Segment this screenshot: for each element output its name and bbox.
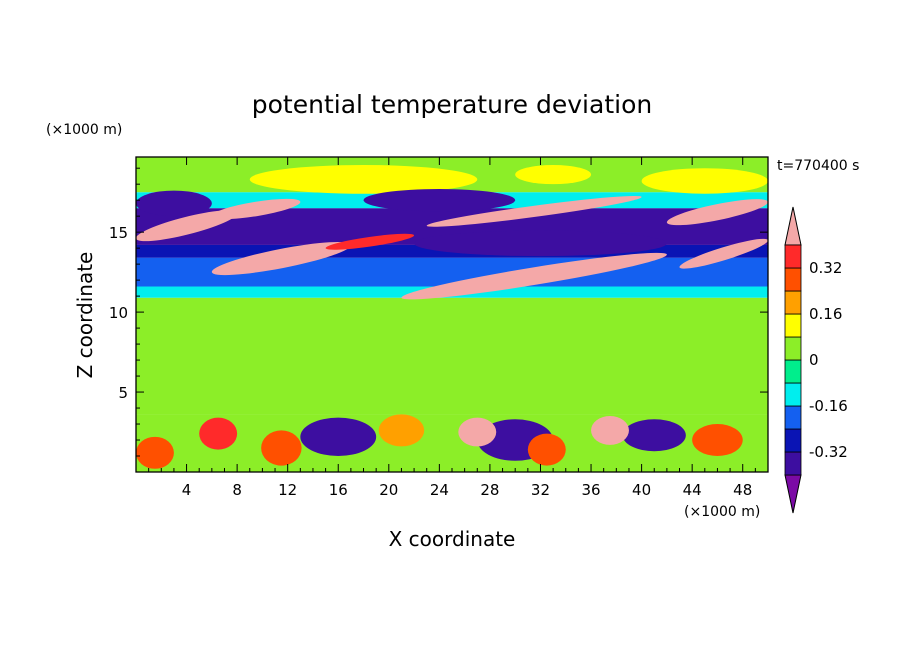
contour-band-1 (136, 297, 768, 415)
contour-streak-14 (325, 233, 415, 250)
colorbar-tick-label-3: -0.16 (809, 397, 848, 415)
colorbar-box-2 (784, 405, 802, 430)
x-axis-label: X coordinate (389, 527, 516, 551)
x-tick-label-2: 12 (278, 481, 297, 499)
colorbar-box-4 (784, 359, 802, 384)
x-unit-label: (×1000 m) (684, 504, 760, 520)
colorbar-box-7 (784, 290, 802, 315)
contour-streak-15 (426, 195, 642, 227)
contour-blob-21 (136, 190, 212, 217)
chart-title: potential temperature deviation (252, 90, 652, 119)
contour-blob-19 (363, 188, 516, 212)
contour-blob-27 (199, 417, 238, 450)
contour-streak-11 (136, 210, 238, 242)
y-unit-label: (×1000 m) (46, 122, 122, 138)
contour-blob-31 (378, 414, 425, 447)
contour-blob-32 (136, 436, 174, 469)
contour-streak-12 (211, 198, 301, 220)
colorbar-box-5 (784, 336, 802, 361)
colorbar-box-0 (784, 451, 802, 476)
contour-blob-10 (641, 168, 768, 194)
contour-streak-13 (211, 242, 351, 276)
colorbar-arrow-bottom (784, 474, 802, 514)
colorbar: 0.32 0.16 0 -0.16 -0.32 (784, 206, 848, 514)
contour-blob-29 (527, 433, 566, 466)
colorbar-tick-label-4: -0.32 (809, 443, 848, 461)
x-tick-label-1: 8 (232, 481, 242, 499)
colorbar-arrow-top (784, 206, 802, 246)
colorbar-box-1 (784, 428, 802, 453)
colorbar-tick-label-2: 0 (809, 351, 819, 369)
x-tick-label-3: 16 (329, 481, 348, 499)
contour-blob-30 (692, 424, 743, 457)
contour-blob-26 (458, 417, 497, 447)
x-tick-label-0: 4 (182, 481, 192, 499)
contour-blob-20 (414, 230, 667, 257)
y-tick-label-2: 15 (109, 224, 128, 242)
colorbar-tick-label-1: 0.16 (809, 305, 842, 323)
x-tick-label-5: 24 (430, 481, 449, 499)
colorbar-box-3 (784, 382, 802, 407)
x-axis: 4 8 12 16 20 24 28 32 36 40 44 48 (148, 157, 756, 499)
y-axis: 5 10 15 (109, 167, 768, 457)
x-tick-label-4: 20 (379, 481, 398, 499)
colorbar-box-9 (784, 244, 802, 269)
x-tick-label-9: 40 (632, 481, 651, 499)
contour-blob-24 (622, 419, 686, 452)
contour-blob-25 (591, 416, 629, 445)
contour-field (136, 157, 768, 472)
contour-blob-22 (300, 417, 377, 457)
contour-streak-17 (666, 199, 768, 226)
contour-blob-28 (261, 430, 302, 466)
contour-streak-16 (401, 252, 667, 300)
x-tick-label-10: 44 (683, 481, 702, 499)
y-axis-label: Z coordinate (73, 252, 97, 379)
contour-streak-18 (679, 238, 768, 269)
x-tick-label-6: 28 (480, 481, 499, 499)
x-tick-label-11: 48 (733, 481, 752, 499)
time-label: t=770400 s (777, 158, 859, 174)
y-tick-label-0: 5 (118, 384, 128, 402)
contour-blob-9 (515, 164, 592, 185)
colorbar-box-8 (784, 267, 802, 292)
x-tick-label-7: 32 (531, 481, 550, 499)
contour-blob-8 (249, 164, 478, 194)
colorbar-box-6 (784, 313, 802, 338)
x-tick-label-8: 36 (581, 481, 600, 499)
y-tick-label-1: 10 (109, 304, 128, 322)
colorbar-tick-label-0: 0.32 (809, 259, 842, 277)
